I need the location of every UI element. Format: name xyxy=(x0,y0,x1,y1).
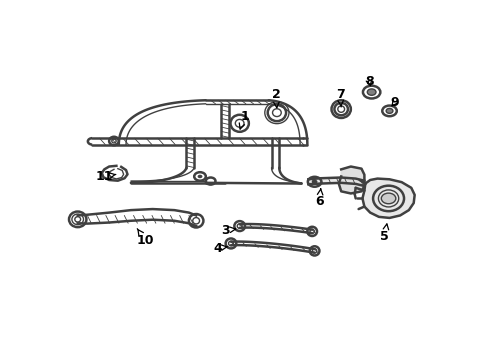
Text: 10: 10 xyxy=(136,229,154,247)
Circle shape xyxy=(366,89,375,95)
Text: 4: 4 xyxy=(213,242,227,255)
Text: 8: 8 xyxy=(364,75,373,88)
Polygon shape xyxy=(308,177,364,186)
Text: 5: 5 xyxy=(380,224,388,243)
Text: 11: 11 xyxy=(95,170,116,183)
Circle shape xyxy=(381,193,395,204)
Text: 1: 1 xyxy=(239,110,248,129)
Text: 9: 9 xyxy=(389,96,398,109)
Text: 2: 2 xyxy=(271,89,280,108)
Text: 7: 7 xyxy=(335,89,344,107)
Text: 6: 6 xyxy=(314,189,323,208)
Circle shape xyxy=(386,108,392,113)
Polygon shape xyxy=(362,179,414,218)
Circle shape xyxy=(311,180,317,184)
Polygon shape xyxy=(338,167,364,193)
Text: 3: 3 xyxy=(221,224,235,237)
Circle shape xyxy=(197,175,202,178)
